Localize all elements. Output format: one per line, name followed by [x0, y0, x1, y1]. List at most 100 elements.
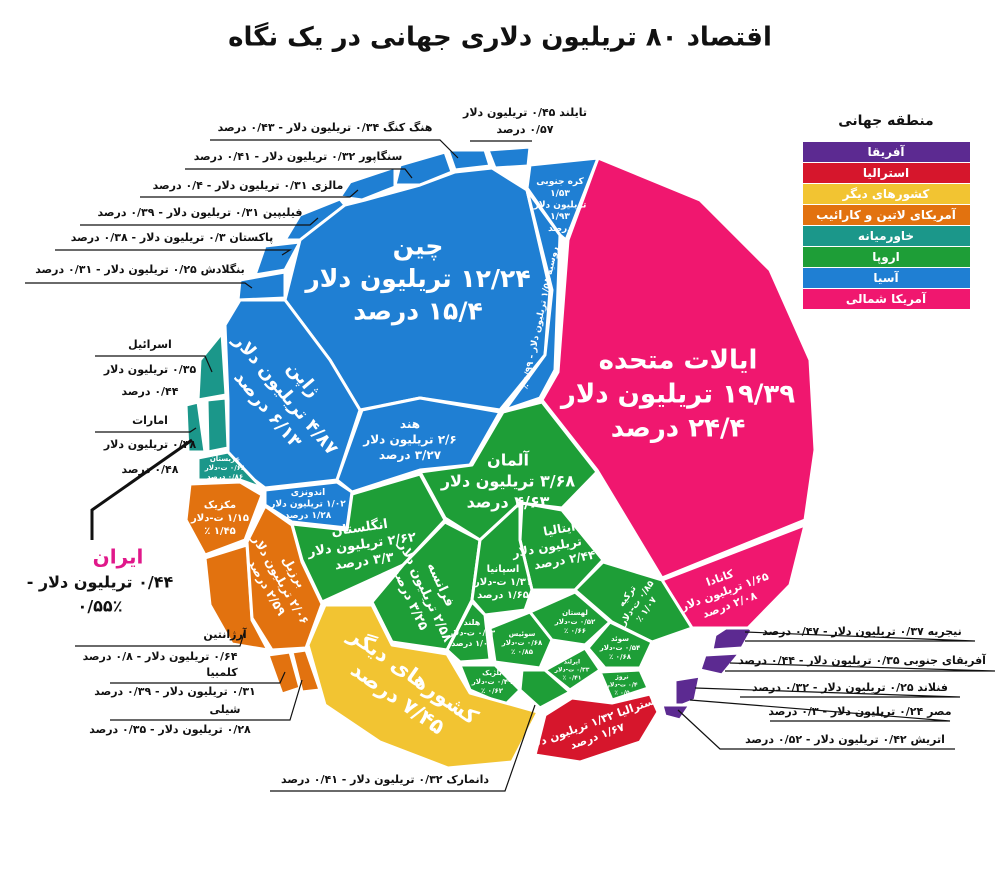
legend-swatch	[803, 247, 970, 267]
cell-text: ۰/۵۲ ت-دلار	[554, 618, 596, 626]
cell-text: ۰/۵۴ ت-دلار	[599, 644, 641, 652]
cell-text: ۰/۶۸ ت-دلار	[204, 464, 246, 472]
leader-line	[210, 139, 459, 159]
region-cell	[543, 646, 602, 692]
legend-label: آسیا	[873, 270, 899, 285]
leader-line	[744, 631, 976, 642]
cell-text: ۰/۴۱ ٪	[563, 674, 582, 681]
leader-line	[80, 217, 319, 226]
region-cell	[586, 620, 654, 670]
leader-line	[90, 438, 193, 540]
callout-text: هنگ کنگ ۰/۳۴ تریلیون دلار - ۰/۴۳ درصد	[218, 120, 433, 134]
cell-text: نروژ	[614, 674, 628, 681]
cell-text: ۰/۶۲ ٪	[481, 687, 504, 695]
callout-text: نیجریه ۰/۳۷ تریلیون دلار - ۰/۴۷ درصد	[762, 625, 962, 638]
cell-text: انگلستان	[330, 516, 388, 540]
cell-text: ۱۲/۲۴ تریلیون دلار	[303, 264, 530, 294]
cell-text: بلژیک	[482, 669, 502, 677]
callout-text: آرژانتین	[203, 627, 246, 641]
callout-text: ۰/۳۸ تریلیون دلار	[103, 438, 197, 451]
cell-text: ۳/۶۸ تریلیون دلار	[440, 472, 576, 491]
region-cell	[446, 148, 492, 172]
callout-text: شیلی	[210, 703, 241, 716]
region-cell	[196, 331, 228, 402]
leader-line	[110, 671, 286, 684]
legend-label: اروپا	[872, 250, 900, 265]
cell-text: مکزیک	[204, 500, 236, 511]
callout-text: فنلاند ۰/۲۵ تریلیون دلار - ۰/۳۲ درصد	[752, 681, 948, 694]
cell-text: ۱۹/۳۹ تریلیون دلار	[559, 380, 795, 410]
cell-text: تریلیون دلار	[533, 201, 587, 211]
callout-text: کلمبیا	[206, 666, 238, 679]
callout-text: آفریقای جنوبی ۰/۳۵ تریلیون دلار - ۰/۴۴ د…	[738, 653, 986, 667]
cell-text: سوئد	[611, 635, 629, 643]
leader-line	[694, 687, 961, 698]
callout-text: فیلیپین ۰/۳۱ تریلیون دلار - ۰/۳۹ درصد	[98, 206, 303, 219]
cell-text: ۰/۸۶ درصد	[207, 473, 243, 481]
callout-text: ۰/۲۸ تریلیون دلار - ۰/۳۵ درصد	[89, 723, 251, 736]
legend-label: آمریکای لاتین و کارائیب	[816, 207, 957, 223]
legend-title: منطقه جهانی	[838, 113, 933, 129]
cell-text: ایتالیا	[542, 519, 576, 538]
cell-text: ۴/۶۳ درصد	[467, 492, 550, 511]
region-cell	[660, 703, 692, 722]
cell-label: مکزیک ۱/۱۵ ت-دلار ۱/۴۵ ٪	[190, 500, 249, 537]
legend-swatch	[803, 163, 970, 183]
cell-text: ۰/۸۳ ت-دلار	[448, 629, 496, 638]
cell-label: اسپانیا ۱/۳۱ ت-دلار ۱/۶۵ درصد	[473, 564, 532, 601]
cell-text: عربستان	[210, 455, 241, 463]
cell-text: ۰/۶۸ ٪	[609, 653, 632, 661]
callout-text: بنگلادش ۰/۲۵ تریلیون دلار - ۰/۳۱ درصد	[35, 263, 245, 276]
leader-line	[270, 704, 536, 792]
leader-line	[25, 282, 253, 289]
callout-text: اسرائیل	[128, 338, 172, 351]
cell-text: ۰/۳۳ ت-دلار	[554, 667, 590, 674]
region-cell	[196, 450, 264, 490]
callout-text: ۰/۵۷ درصد	[497, 123, 554, 136]
legend-label: آمریکا شمالی	[846, 291, 927, 306]
leader-line	[95, 355, 213, 373]
region-cell	[184, 480, 264, 557]
cell-text: ۰/۵ ٪	[614, 689, 630, 696]
region-cell	[488, 610, 554, 670]
legend-label: کشورهای دیگر	[842, 187, 930, 202]
region-cell	[205, 396, 230, 454]
region-cell	[528, 590, 612, 647]
leader-line	[110, 679, 303, 721]
cell-text: ۱/۹۳	[550, 212, 570, 222]
region-cell	[445, 600, 492, 664]
callout-text: مالزی ۰/۳۱ تریلیون دلار - ۰/۴ درصد	[153, 179, 344, 192]
cell-text: ۱۵/۴ درصد	[353, 297, 482, 326]
cell-text: ۲۴/۴ درصد	[611, 413, 746, 443]
leader-line	[185, 168, 413, 179]
cell-text: ۱/۴۵ ٪	[204, 526, 236, 537]
legend-swatch	[803, 184, 970, 204]
leader-line	[95, 427, 197, 433]
cell-text: ۱/۵۳	[550, 189, 570, 199]
cell-text: ۰/۶۶ ٪	[564, 627, 586, 635]
region-cell	[503, 188, 562, 412]
cell-text: هلند	[464, 618, 481, 627]
cell-text: هند	[400, 417, 420, 431]
legend-label: استرالیا	[863, 166, 909, 180]
callout-text: امارات	[132, 414, 168, 427]
callout-text: مصر ۰/۲۴ تریلیون دلار - ۰/۳ درصد	[768, 705, 951, 718]
callout-text: ۰/۳۱ تریلیون دلار - ۰/۳۹ درصد	[94, 685, 256, 698]
legend-swatch	[803, 226, 970, 246]
leader-line	[55, 249, 293, 256]
callout-text: ۰/۴۴ تریلیون دلار -	[27, 573, 174, 592]
callout-text: تایلند ۰/۴۵ تریلیون دلار	[462, 106, 587, 119]
cell-text: اسپانیا	[487, 564, 520, 575]
